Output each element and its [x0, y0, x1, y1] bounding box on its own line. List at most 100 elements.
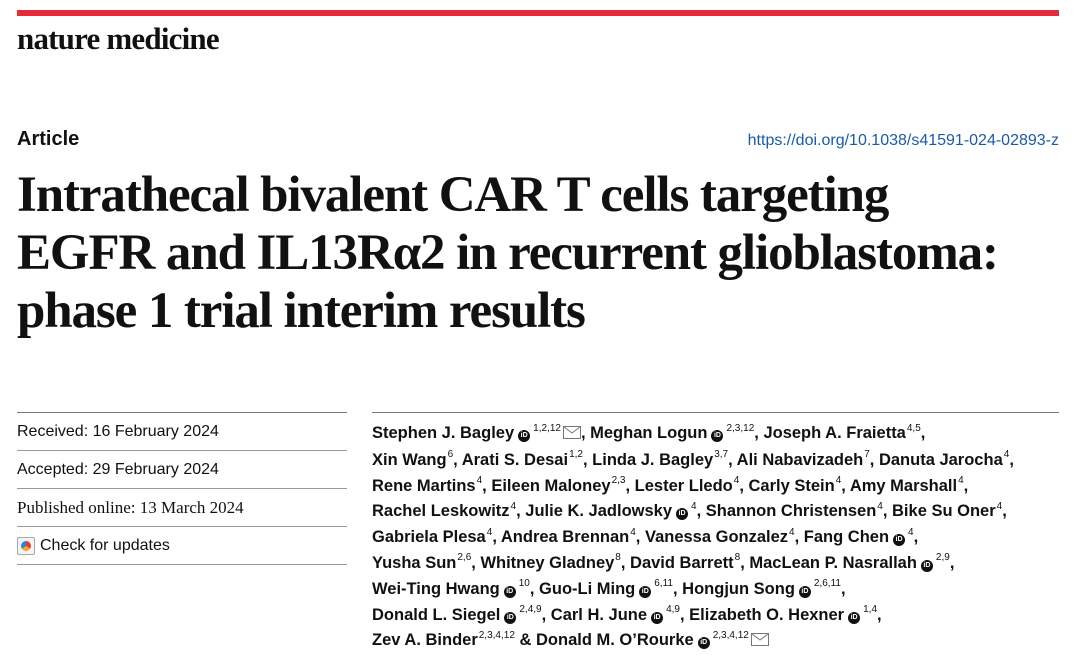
orcid-icon[interactable]: iD	[504, 611, 517, 624]
author-name[interactable]: Amy Marshall	[849, 476, 958, 495]
author-name[interactable]: Donald L. Siegel	[372, 605, 501, 624]
author: Gabriela Plesa4	[372, 526, 493, 547]
author-name[interactable]: Eileen Maloney	[491, 476, 611, 495]
envelope-icon[interactable]	[562, 422, 581, 448]
author-name[interactable]: Linda J. Bagley	[592, 450, 714, 469]
affiliation-numbers: 2,6,11	[813, 578, 841, 590]
affiliation-numbers: 4	[958, 475, 964, 487]
orcid-icon[interactable]: iD	[848, 611, 861, 624]
affiliation-numbers: 4	[486, 526, 493, 538]
orcid-icon[interactable]: iD	[697, 637, 710, 650]
author: Danuta Jarocha4	[878, 450, 1009, 469]
author-name[interactable]: Wei-Ting Hwang	[372, 579, 500, 598]
affiliation-numbers: 2,3	[611, 475, 626, 487]
affiliation-numbers: 1,2	[569, 449, 583, 461]
author-name[interactable]: Joseph A. Fraietta	[763, 424, 906, 442]
author-name[interactable]: Danuta Jarocha	[878, 450, 1003, 469]
author-name[interactable]: Bike Su Oner	[892, 502, 996, 521]
affiliation-numbers: 2,6	[457, 552, 472, 564]
author-name[interactable]: Vanessa Gonzalez	[644, 528, 789, 547]
affiliation-numbers: 4	[996, 500, 1003, 512]
orcid-icon[interactable]: iD	[676, 508, 689, 521]
affiliation-numbers: 4	[630, 526, 636, 538]
author-name[interactable]: Zev A. Binder	[372, 631, 478, 650]
author: Whitney Gladney8	[480, 552, 621, 572]
orcid-icon[interactable]: iD	[920, 559, 933, 572]
author-name[interactable]: Lester Lledo	[634, 476, 733, 495]
author-name[interactable]: Carl H. June	[550, 605, 648, 624]
author-name[interactable]: MacLean P. Nasrallah	[749, 553, 917, 572]
orcid-icon[interactable]: iD	[798, 585, 811, 598]
affiliation-numbers: 4,9	[666, 604, 680, 616]
author-name[interactable]: Guo-Li Ming	[539, 579, 636, 598]
check-for-updates-button[interactable]: Check for updates	[17, 527, 347, 565]
author-name[interactable]: Elizabeth O. Hexner	[689, 605, 845, 624]
journal-name: nature medicine	[17, 21, 220, 56]
author-name[interactable]: Fang Chen	[803, 528, 890, 547]
author-name[interactable]: Julie K. Jadlowsky	[525, 502, 673, 521]
envelope-icon[interactable]	[750, 629, 769, 655]
affiliation-numbers: 2,3,4,12	[478, 629, 515, 641]
author-name[interactable]: Yusha Sun	[372, 553, 457, 572]
orcid-icon[interactable]: iD	[651, 611, 664, 624]
author-line: Donald L. Siegel iD2,4,9, Carl H. June iD4…	[372, 604, 882, 624]
author-line: Rachel Leskowitz4, Julie K. Jadlowsky iD4…	[372, 500, 1007, 521]
affiliation-numbers: 2,3,4,12	[712, 629, 749, 641]
author-name[interactable]: Stephen J. Bagley	[372, 424, 515, 442]
author: Xin Wang6	[372, 450, 453, 469]
orcid-icon[interactable]: iD	[639, 585, 652, 598]
author-name[interactable]: Gabriela Plesa	[372, 528, 486, 547]
author-name[interactable]: Whitney Gladney	[480, 553, 615, 572]
author: Joseph A. Fraietta4,5	[763, 423, 920, 442]
affiliation-numbers: 2,3,12	[726, 422, 755, 434]
author-name[interactable]: Meghan Logun	[590, 424, 708, 442]
author-line: Xin Wang6, Arati S. Desai1,2, Linda J. B…	[372, 449, 1014, 469]
author: Fang Chen iD4	[803, 527, 914, 547]
author: Carl H. June iD4,9	[550, 604, 680, 624]
author: Ali Nabavizadeh7	[736, 450, 870, 469]
author: Eileen Maloney2,3	[491, 475, 626, 495]
author: Linda J. Bagley3,7	[592, 450, 728, 469]
author-line: Yusha Sun2,6, Whitney Gladney8, David Ba…	[372, 552, 955, 572]
affiliation-numbers: 1,2,12	[533, 422, 561, 434]
article-type-label: Article	[17, 128, 80, 150]
affiliation-numbers: 4	[835, 475, 842, 487]
author: Elizabeth O. Hexner iD1,4	[689, 605, 877, 624]
affiliation-numbers: 8	[734, 552, 741, 564]
title-line: Intrathecal bivalent CAR T cells targeti…	[17, 167, 889, 223]
orcid-icon[interactable]: iD	[893, 534, 906, 547]
author-name[interactable]: Andrea Brennan	[500, 528, 630, 547]
author-line: Rene Martins4, Eileen Maloney2,3, Lester…	[372, 475, 969, 495]
dates-top-divider	[17, 412, 347, 413]
author-line: Wei-Ting Hwang iD10, Guo-Li Ming iD6,11, H…	[372, 578, 846, 598]
author-name[interactable]: Ali Nabavizadeh	[736, 450, 864, 469]
author: MacLean P. Nasrallah iD2,9	[749, 553, 950, 572]
orcid-icon[interactable]: iD	[503, 585, 516, 598]
affiliation-numbers: 6,11	[654, 578, 673, 590]
author-name[interactable]: Hongjun Song	[682, 579, 795, 598]
author-name[interactable]: Donald M. O’Rourke	[536, 631, 694, 650]
accepted-date: Accepted: 29 February 2024	[17, 451, 347, 489]
affiliation-numbers: 8	[615, 552, 621, 564]
author-name[interactable]: Carly Stein	[748, 476, 835, 495]
author-name[interactable]: Rachel Leskowitz	[372, 502, 510, 521]
author-name[interactable]: Rene Martins	[372, 476, 476, 495]
published-date: Published online: 13 March 2024	[17, 489, 347, 527]
author: Guo-Li Ming iD6,11	[539, 578, 673, 598]
author-name[interactable]: David Barrett	[630, 553, 734, 572]
author: Stephen J. Bagley iD1,2,12	[372, 422, 581, 442]
affiliation-numbers: 4	[476, 475, 483, 487]
affiliation-numbers: 4	[877, 500, 883, 512]
author-name[interactable]: Shannon Christensen	[705, 502, 877, 521]
doi-link[interactable]: https://doi.org/10.1038/s41591-024-02893…	[747, 132, 1059, 149]
author-name[interactable]: Xin Wang	[372, 450, 447, 469]
author-list: Stephen J. Bagley iD1,2,12, Meghan Logun i…	[372, 421, 1062, 655]
orcid-icon[interactable]: iD	[518, 430, 531, 442]
author-line: Gabriela Plesa4, Andrea Brennan4, Vaness…	[372, 526, 919, 547]
author-name[interactable]: Arati S. Desai	[461, 450, 569, 469]
check-for-updates-label: Check for updates	[40, 536, 170, 554]
affiliation-numbers: 4	[691, 500, 697, 512]
author: Vanessa Gonzalez4	[644, 527, 795, 547]
orcid-icon[interactable]: iD	[711, 430, 724, 442]
author: Wei-Ting Hwang iD10	[372, 579, 530, 598]
